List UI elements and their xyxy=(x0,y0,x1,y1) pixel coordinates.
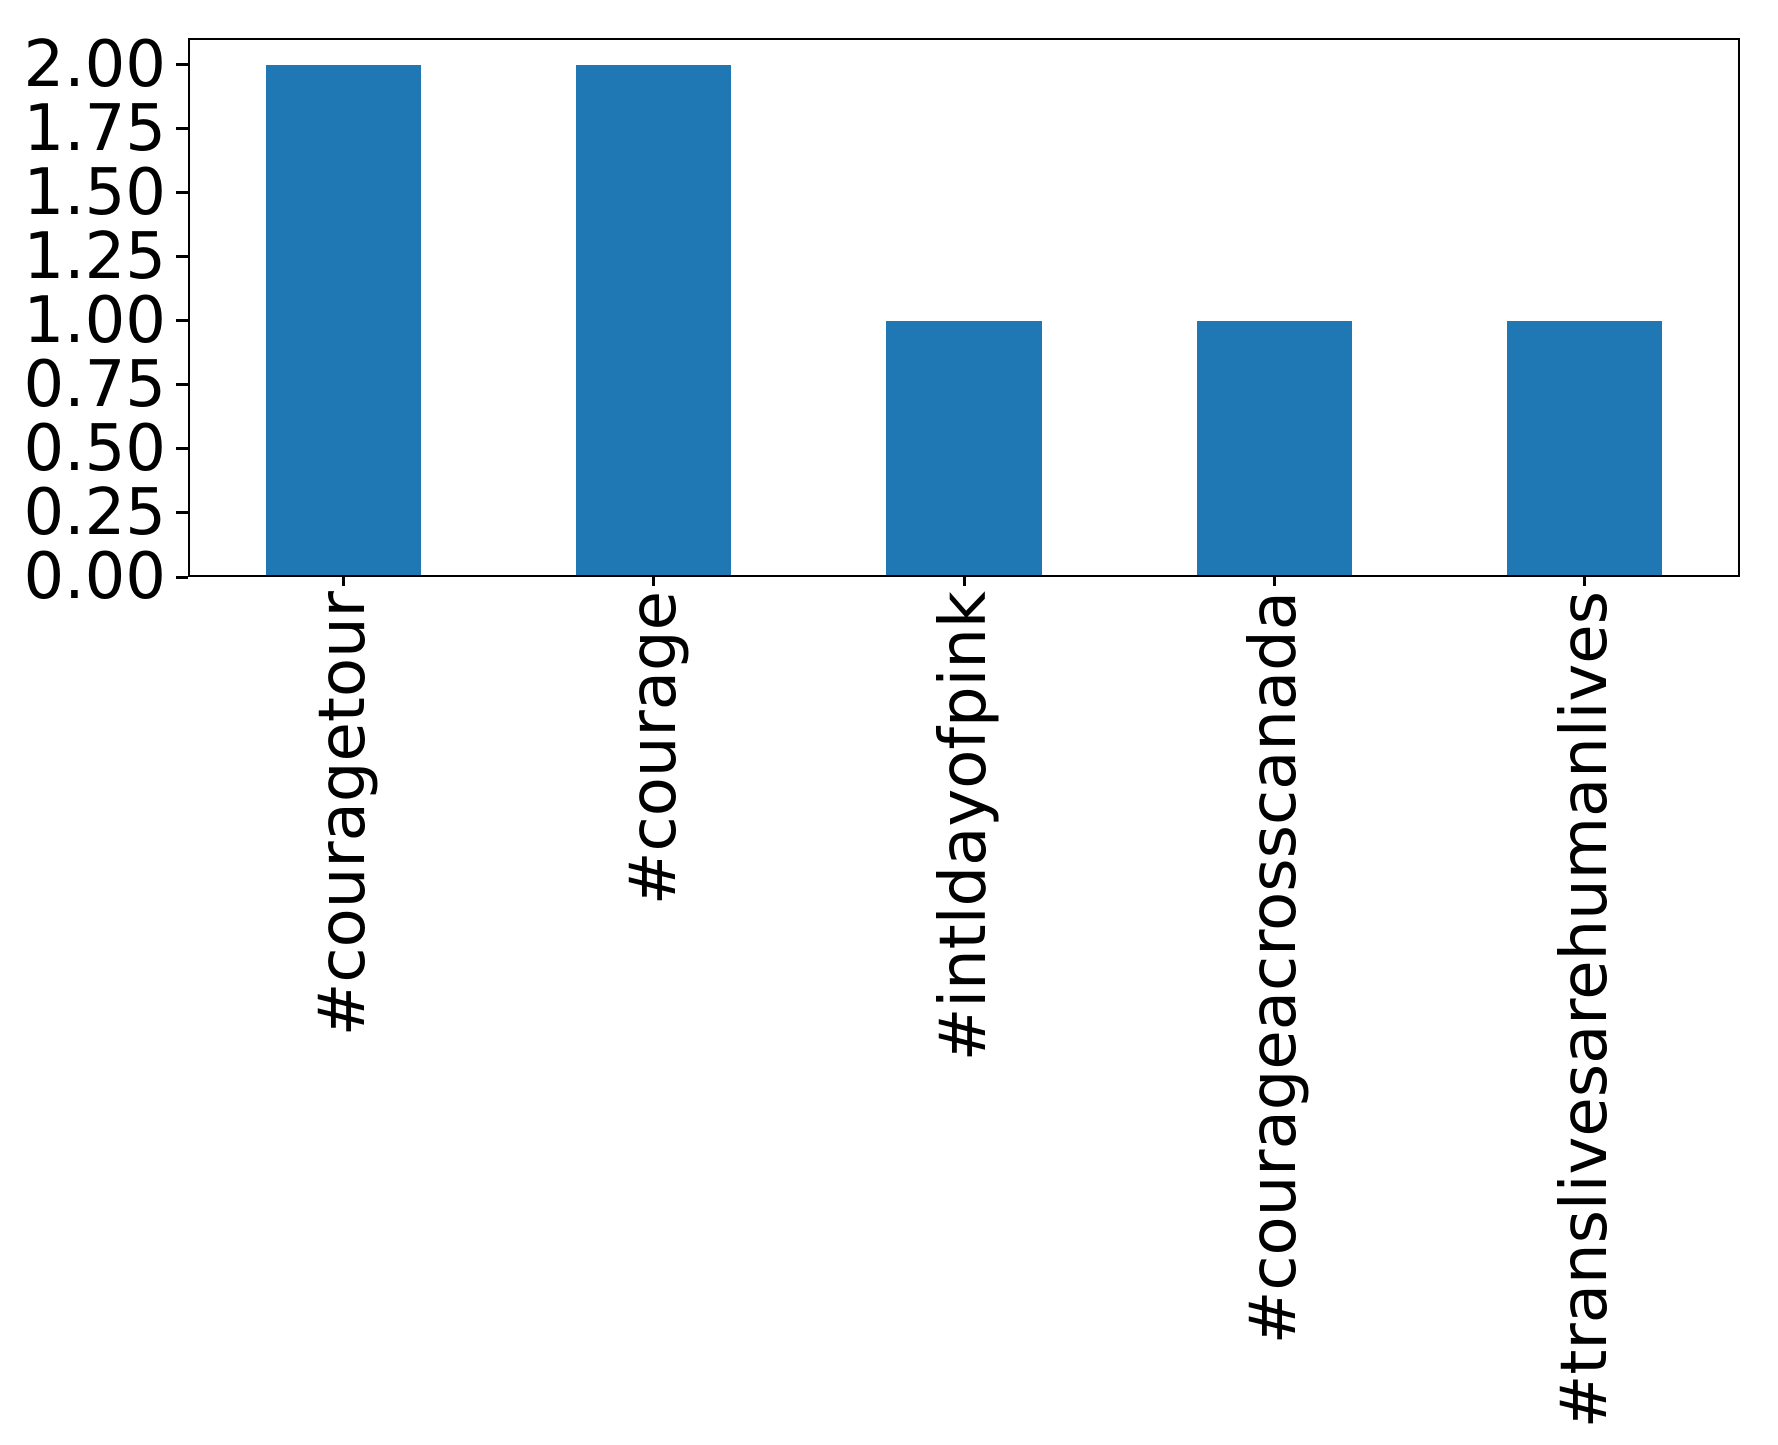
axis-spine-top xyxy=(188,38,1740,40)
bar-couragetour xyxy=(265,64,421,577)
y-tick-mark xyxy=(176,319,188,323)
x-tick-label: #intldayofpink xyxy=(927,591,1001,1062)
y-tick-mark xyxy=(176,255,188,259)
y-tick-label: 0.75 xyxy=(23,347,167,422)
y-tick-label: 0.25 xyxy=(23,475,167,550)
y-tick-label: 0.00 xyxy=(23,540,167,614)
x-tick-mark xyxy=(1583,577,1587,586)
x-tick-label: #courage xyxy=(616,591,691,906)
axis-spine-bottom xyxy=(188,575,1740,577)
bar-courageacrosscanada xyxy=(1196,320,1352,577)
axis-spine-left xyxy=(188,38,190,577)
y-tick-label: 1.75 xyxy=(23,91,167,166)
bar-courage xyxy=(576,64,732,577)
y-tick-mark xyxy=(176,575,188,579)
x-tick-mark xyxy=(652,577,656,586)
x-tick-mark xyxy=(962,577,966,586)
x-tick-mark xyxy=(1272,577,1276,586)
y-tick-mark xyxy=(176,63,188,67)
y-tick-mark xyxy=(176,447,188,451)
x-tick-label: #courageacrosscanada xyxy=(1237,591,1312,1345)
y-tick-label: 1.50 xyxy=(23,155,167,230)
bar-translivesarehumanlives xyxy=(1507,320,1663,577)
y-tick-mark xyxy=(176,511,188,515)
x-tick-mark xyxy=(341,577,345,586)
y-tick-label: 1.25 xyxy=(23,219,167,294)
y-tick-label: 1.00 xyxy=(23,283,167,358)
x-tick-label: #translivesarehumanlives xyxy=(1547,591,1622,1429)
y-tick-mark xyxy=(176,191,188,195)
y-tick-label: 0.50 xyxy=(23,411,167,486)
y-tick-label: 2.00 xyxy=(23,27,167,102)
y-tick-mark xyxy=(176,127,188,131)
bar-intldayofpink xyxy=(886,320,1042,577)
y-tick-mark xyxy=(176,383,188,387)
plot-area xyxy=(188,38,1740,577)
axis-spine-right xyxy=(1738,38,1740,577)
x-tick-label: #couragetour xyxy=(306,591,381,1037)
